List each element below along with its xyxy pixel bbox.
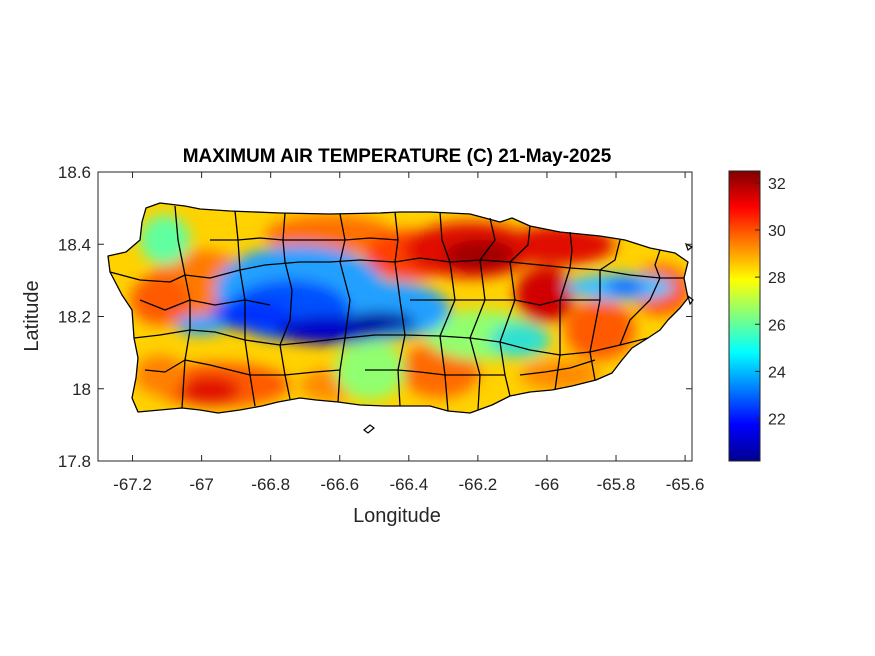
colorbar-tick-label: 32 (768, 176, 786, 193)
x-tick-label: -66.4 (389, 475, 428, 494)
y-tick-label: 18.2 (58, 308, 91, 327)
x-tick-label: -67.2 (113, 475, 152, 494)
colorbar-gradient (728, 170, 761, 462)
y-tick-label: 18.4 (58, 235, 91, 254)
colorbar-tick-label: 26 (768, 317, 786, 334)
x-tick-label: -65.6 (666, 475, 705, 494)
colorbar-tick-label: 30 (768, 223, 786, 240)
x-axis-label: Longitude (353, 505, 441, 527)
x-axis: -67.2 -67 -66.8 -66.6 -66.4 -66.2 -66 -65.8 -65.… (113, 172, 704, 494)
municipality-boundaries (107, 202, 689, 414)
y-tick-label: 17.8 (58, 452, 91, 471)
x-tick-label: -66.2 (459, 475, 498, 494)
y-axis-label: Latitude (21, 280, 43, 351)
y-axis: 18.6 18.4 18.2 18 17.8 (58, 163, 692, 471)
colorbar-ticks: 32 30 28 26 24 22 (755, 176, 786, 429)
x-tick-label: -67 (189, 475, 214, 494)
x-tick-label: -65.8 (597, 475, 636, 494)
colorbar-tick-label: 28 (768, 270, 786, 287)
y-tick-label: 18.6 (58, 163, 91, 182)
y-tick-label: 18 (72, 380, 91, 399)
small-islands (363, 242, 694, 434)
colorbar: 32 30 28 26 24 22 (728, 170, 786, 462)
x-tick-label: -66 (535, 475, 560, 494)
colorbar-tick-label: 24 (768, 364, 786, 381)
x-tick-label: -66.6 (320, 475, 359, 494)
x-tick-label: -66.8 (251, 475, 290, 494)
map-title: MAXIMUM AIR TEMPERATURE (C) 21-May-2025 (183, 146, 612, 167)
colorbar-tick-label: 22 (768, 412, 786, 429)
